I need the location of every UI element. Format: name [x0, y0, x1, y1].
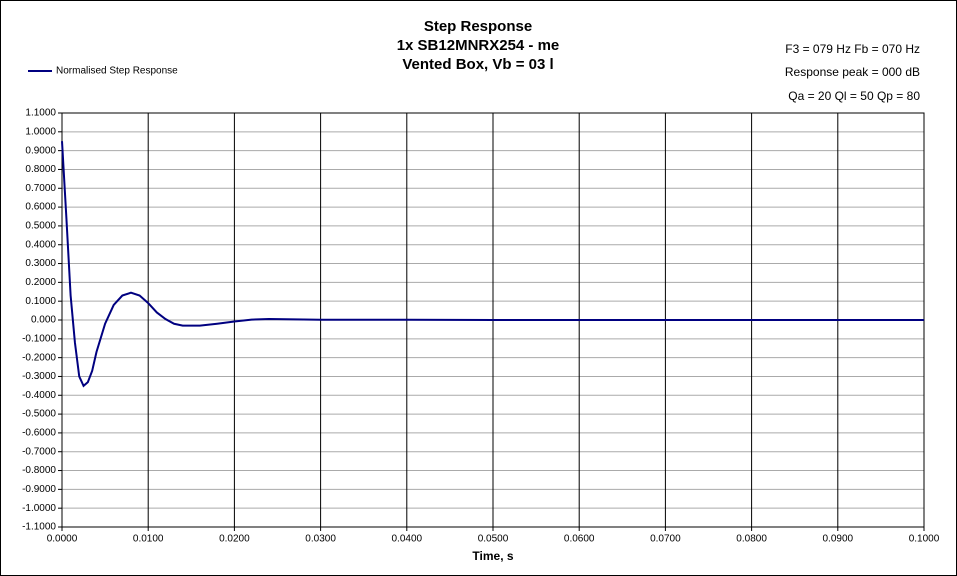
y-tick-label: 0.8000 — [25, 164, 56, 175]
y-tick-label: -0.1000 — [22, 333, 56, 344]
y-tick-label: 0.3000 — [25, 258, 56, 269]
x-tick-label: 0.0500 — [478, 534, 509, 545]
annotation: F3 = 079 Hz Fb = 070 Hz — [785, 42, 920, 56]
y-tick-label: 0.7000 — [25, 183, 56, 194]
chart-title: 1x SB12MNRX254 - me — [397, 37, 560, 54]
y-tick-label: 0.5000 — [25, 221, 56, 232]
y-tick-label: -0.5000 — [22, 409, 56, 420]
data-line — [61, 141, 924, 388]
chart-title: Vented Box, Vb = 03 l — [402, 56, 553, 73]
y-tick-label: 0.9000 — [25, 145, 56, 156]
x-tick-label: 0.0400 — [392, 534, 423, 545]
y-tick-label: -0.2000 — [22, 352, 56, 363]
x-tick-label: 0.0300 — [305, 534, 336, 545]
x-tick-label: 0.0100 — [133, 534, 164, 545]
x-tick-label: 0.0800 — [736, 534, 767, 545]
annotation: Qa = 20 Ql = 50 Qp = 80 — [788, 89, 920, 103]
y-tick-label: -0.8000 — [22, 465, 56, 476]
y-tick-label: -1.1000 — [22, 522, 56, 533]
y-tick-label: 0.1000 — [25, 296, 56, 307]
y-tick-label: 0.2000 — [25, 277, 56, 288]
y-tick-label: 0.000 — [31, 315, 56, 326]
x-tick-label: 0.0700 — [650, 534, 681, 545]
x-tick-label: 0.0600 — [564, 534, 595, 545]
y-tick-label: 1.0000 — [25, 126, 56, 137]
x-tick-label: 0.0900 — [823, 534, 854, 545]
chart-title: Step Response — [424, 18, 532, 35]
y-tick-label: -0.6000 — [22, 428, 56, 439]
y-tick-label: -0.4000 — [22, 390, 56, 401]
x-tick-label: 0.0200 — [219, 534, 250, 545]
y-tick-label: -0.9000 — [22, 484, 56, 495]
y-tick-label: -0.7000 — [22, 446, 56, 457]
x-tick-label: 0.1000 — [909, 534, 940, 545]
annotation: Response peak = 000 dB — [785, 65, 920, 79]
y-tick-label: 0.6000 — [25, 202, 56, 213]
y-tick-label: -1.0000 — [22, 503, 56, 514]
y-tick-label: 0.4000 — [25, 239, 56, 250]
y-tick-label: -0.3000 — [22, 371, 56, 382]
x-tick-label: 0.0000 — [47, 534, 78, 545]
x-axis-label: Time, s — [472, 549, 513, 563]
legend-label: Normalised Step Response — [56, 66, 178, 77]
y-tick-label: 1.1000 — [25, 108, 56, 119]
